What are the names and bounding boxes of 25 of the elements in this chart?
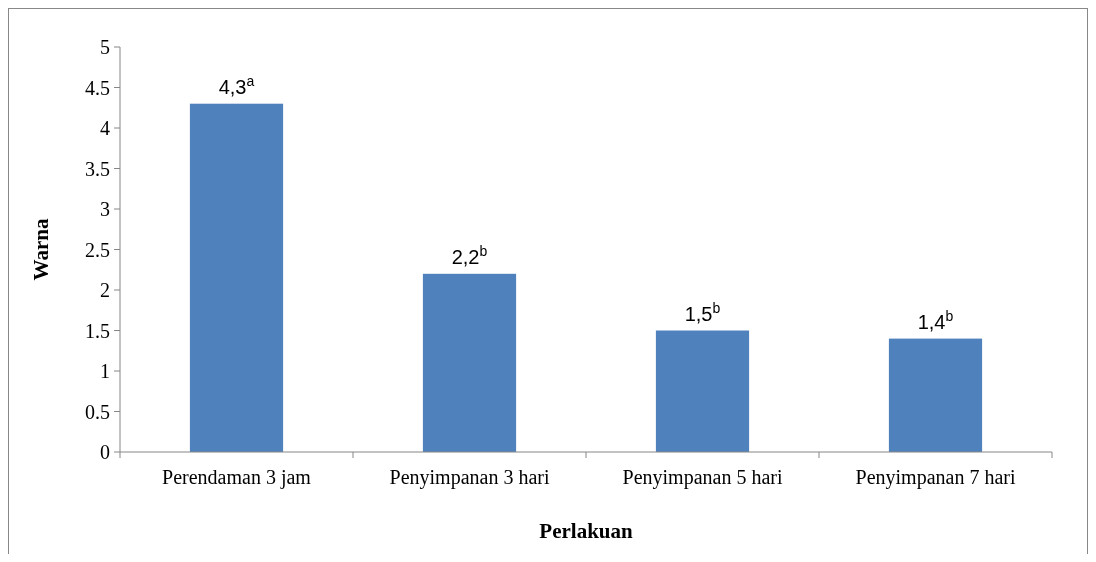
data-label: 1,5$^{b}$: [684, 299, 721, 325]
data-label: 4,3$^{a}$: [218, 72, 255, 98]
x-tick-label: Perendaman 3 jam: [162, 466, 312, 489]
y-tick-label: 1: [100, 360, 110, 382]
x-tick-label: Penyimpanan 5 hari: [622, 466, 783, 489]
y-tick-label: 0: [100, 441, 110, 463]
bar: [888, 338, 983, 452]
x-tick-label: Penyimpanan 7 hari: [855, 466, 1016, 489]
y-tick-label: 3: [100, 198, 110, 220]
bar: [655, 330, 750, 452]
x-axis-title: Perlakuan: [539, 519, 633, 543]
y-tick-label: 4: [100, 117, 110, 139]
y-tick-label: 4.5: [85, 76, 110, 99]
data-label: 2,2$^{b}$: [451, 242, 488, 268]
x-tick-label: Penyimpanan 3 hari: [389, 466, 550, 489]
bar: [422, 273, 517, 452]
bar: [189, 103, 284, 452]
y-axis-title: Warna: [29, 218, 53, 281]
y-tick-label: 2.5: [85, 238, 110, 261]
y-tick-label: 0.5: [85, 400, 110, 423]
y-tick-label: 5: [100, 36, 110, 58]
y-tick-label: 3.5: [85, 157, 110, 180]
y-tick-label: 1.5: [85, 319, 110, 342]
data-label: 1,4$^{b}$: [917, 307, 954, 333]
y-tick-label: 2: [100, 279, 110, 301]
